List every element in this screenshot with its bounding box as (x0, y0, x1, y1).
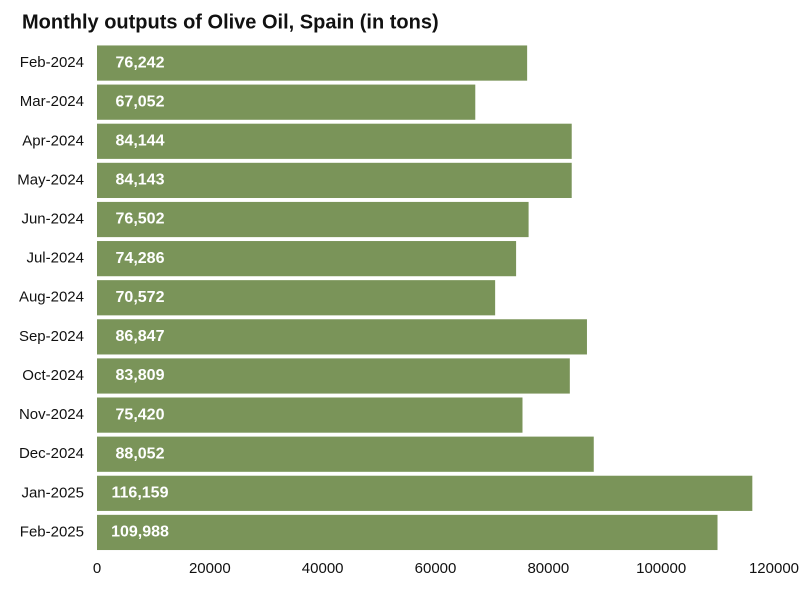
value-label: 83,809 (116, 367, 165, 384)
value-label: 109,988 (111, 524, 169, 541)
x-tick-label: 80000 (527, 560, 569, 577)
value-label: 86,847 (116, 328, 165, 345)
value-label: 67,052 (116, 93, 165, 110)
bar (97, 241, 517, 277)
y-tick-label: Jun-2024 (21, 210, 84, 227)
y-tick-label: Jan-2025 (21, 484, 84, 501)
y-tick-label: Oct-2024 (22, 367, 84, 384)
x-tick-label: 0 (93, 560, 101, 577)
bar (97, 45, 528, 81)
bar (97, 280, 496, 316)
value-label: 75,420 (116, 406, 165, 423)
bar (97, 358, 570, 394)
bar (97, 514, 718, 551)
value-label: 76,502 (116, 211, 165, 228)
x-tick-label: 40000 (302, 560, 344, 577)
x-tick-label: 100000 (636, 560, 686, 577)
y-tick-label: Sep-2024 (19, 328, 84, 345)
value-label: 88,052 (116, 445, 165, 462)
bar (97, 397, 523, 433)
value-label: 84,144 (116, 133, 165, 150)
bar (97, 201, 529, 238)
bar (97, 319, 587, 355)
y-tick-label: May-2024 (17, 171, 84, 188)
y-tick-label: Feb-2024 (20, 54, 84, 71)
value-label: 116,159 (112, 485, 169, 502)
bar (97, 436, 594, 472)
value-label: 84,143 (116, 172, 165, 189)
value-label: 70,572 (116, 289, 165, 306)
value-label: 76,242 (116, 54, 165, 71)
y-tick-label: Mar-2024 (20, 93, 84, 110)
y-tick-label: Jul-2024 (26, 250, 84, 267)
bar (97, 475, 753, 511)
y-tick-label: Nov-2024 (19, 406, 84, 423)
y-tick-label: Dec-2024 (19, 445, 84, 462)
y-tick-label: Aug-2024 (19, 289, 84, 306)
x-tick-label: 20000 (189, 560, 231, 577)
x-tick-label: 60000 (415, 560, 457, 577)
y-tick-label: Apr-2024 (22, 132, 84, 149)
y-tick-label: Feb-2025 (20, 523, 84, 540)
chart-title: Monthly outputs of Olive Oil, Spain (in … (22, 11, 439, 33)
bar (97, 162, 572, 199)
bar (97, 123, 572, 159)
x-tick-label: 120000 (749, 560, 799, 577)
value-label: 74,286 (116, 250, 165, 267)
bar (97, 84, 476, 120)
